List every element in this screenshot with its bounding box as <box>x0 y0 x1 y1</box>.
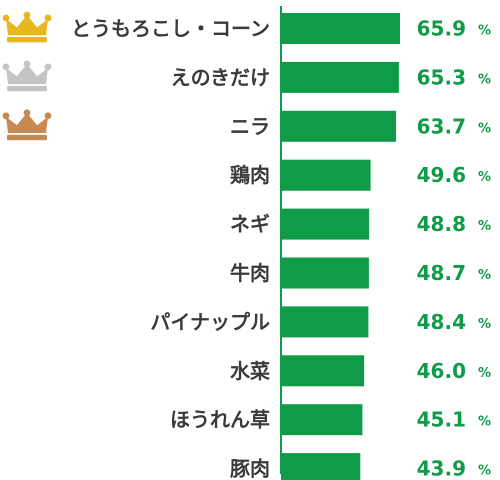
value-label: 65.9 <box>417 17 466 41</box>
bronze-crown-icon <box>2 109 52 141</box>
category-label: ネギ <box>230 212 270 236</box>
bar <box>281 404 363 436</box>
value-unit: % <box>478 72 491 87</box>
value-labels: 65.9 % 65.3 % 63.7 % 49.6 % 48.8 % 48.7 % 48.4 % 46.0%… <box>417 17 491 480</box>
bar <box>281 257 369 289</box>
category-label: えのきだけ <box>171 65 270 89</box>
value-label: 49.6 <box>417 163 466 187</box>
bar <box>281 110 396 142</box>
bar <box>281 13 400 44</box>
value-label: 48.7 <box>417 261 466 285</box>
value-label: 65.3 <box>417 65 466 89</box>
category-label: 牛肉 <box>230 261 270 285</box>
category-label: 水菜 <box>230 359 270 383</box>
bar <box>281 355 365 387</box>
bar <box>281 453 361 480</box>
category-label: 鶏肉 <box>230 163 270 187</box>
category-label: とうもろこし・コーン <box>71 17 270 41</box>
bar <box>281 159 371 191</box>
value-label: 46.0 <box>417 359 466 383</box>
value-label: 45.1 <box>417 408 466 432</box>
value-label: 48.4 <box>417 310 466 334</box>
value-unit: % <box>478 366 491 381</box>
gold-crown-icon <box>2 11 52 43</box>
value-unit: % <box>478 415 491 430</box>
category-label: パイナップル <box>150 310 270 334</box>
silver-crown-icon <box>2 60 52 92</box>
ranking-icons <box>2 11 52 141</box>
bar <box>281 61 399 93</box>
bar <box>281 306 369 338</box>
value-label: 63.7 <box>417 114 466 138</box>
value-unit: % <box>478 317 491 332</box>
value-unit: % <box>478 464 491 479</box>
value-unit: % <box>478 268 491 283</box>
category-label: ほうれん草 <box>170 408 270 432</box>
value-unit: % <box>478 121 491 136</box>
value-unit: % <box>478 24 491 39</box>
value-label: 43.9 <box>417 457 466 480</box>
value-label: 48.8 <box>417 212 466 236</box>
bars <box>281 13 400 480</box>
value-unit: % <box>478 170 491 185</box>
bar <box>281 208 370 240</box>
category-label: ニラ <box>230 114 270 138</box>
value-unit: % <box>478 219 491 234</box>
category-label: 豚肉 <box>230 457 270 480</box>
